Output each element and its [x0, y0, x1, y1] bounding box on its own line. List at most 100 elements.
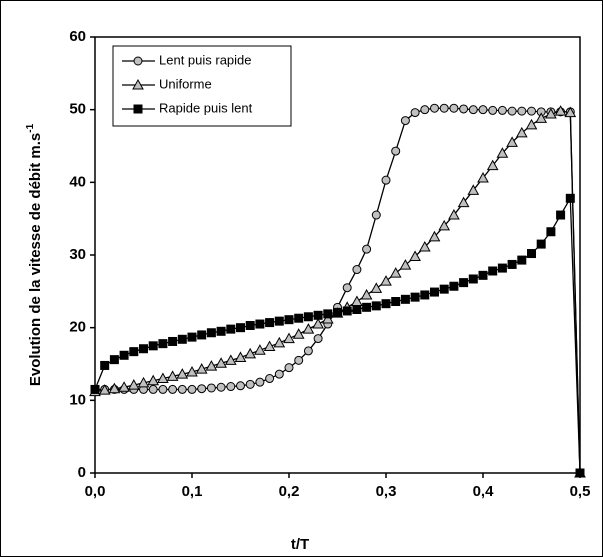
marker	[371, 210, 381, 220]
marker	[234, 351, 247, 362]
legend-label: Uniforme	[159, 76, 212, 91]
marker	[420, 290, 430, 300]
marker	[168, 336, 178, 346]
marker	[168, 384, 178, 394]
marker	[216, 382, 226, 392]
marker	[400, 116, 410, 126]
marker	[187, 384, 197, 394]
marker	[158, 384, 168, 394]
legend-marker	[132, 78, 144, 90]
marker	[197, 384, 207, 394]
legend-label: Rapide puis lent	[159, 100, 253, 115]
marker	[488, 266, 498, 276]
marker	[391, 146, 401, 156]
marker	[459, 104, 469, 114]
marker	[274, 316, 284, 326]
marker	[274, 369, 284, 379]
marker	[108, 382, 121, 394]
marker	[362, 244, 372, 254]
marker	[497, 263, 507, 273]
marker	[177, 384, 187, 394]
marker	[449, 103, 459, 113]
marker	[362, 302, 372, 312]
legend: Lent puis rapide Uniforme Rapide puis lent	[112, 45, 292, 127]
marker	[554, 105, 567, 116]
marker	[478, 105, 488, 115]
marker	[206, 328, 216, 338]
marker	[273, 336, 286, 348]
y-tick-label: 50	[69, 101, 86, 118]
marker	[176, 368, 189, 379]
y-tick-label: 30	[69, 246, 86, 263]
legend-marker	[133, 56, 143, 66]
marker	[517, 255, 527, 265]
marker	[245, 320, 255, 330]
marker	[313, 310, 323, 320]
marker	[506, 136, 518, 147]
marker	[420, 105, 430, 115]
x-axis-label: t/T	[291, 536, 309, 553]
marker	[468, 274, 478, 284]
marker	[197, 330, 207, 340]
marker	[254, 344, 266, 355]
marker	[399, 259, 412, 270]
marker	[157, 372, 169, 384]
marker	[410, 292, 420, 302]
marker	[468, 105, 478, 115]
marker	[439, 103, 449, 113]
marker	[100, 360, 110, 370]
marker	[448, 209, 460, 220]
marker	[370, 282, 383, 293]
marker	[409, 250, 421, 261]
marker	[284, 363, 294, 373]
marker	[236, 323, 245, 333]
marker	[515, 126, 528, 138]
marker	[195, 363, 208, 374]
y-tick-label: 60	[69, 28, 86, 45]
marker	[380, 275, 392, 286]
marker	[467, 184, 480, 195]
marker	[507, 259, 517, 269]
marker	[477, 171, 489, 183]
x-tick-label: 0,1	[182, 483, 203, 500]
marker	[565, 193, 575, 203]
marker	[137, 376, 150, 388]
marker	[323, 309, 333, 319]
marker	[236, 381, 245, 391]
marker	[536, 239, 546, 249]
x-tick-label: 0,2	[279, 483, 300, 500]
marker	[177, 334, 187, 344]
marker	[527, 249, 536, 259]
y-tick-label: 20	[69, 319, 86, 336]
x-tick-label: 0,0	[85, 483, 106, 500]
marker	[226, 382, 236, 392]
x-tick-label: 0,4	[473, 483, 495, 500]
marker	[381, 299, 391, 309]
marker	[352, 305, 362, 314]
marker	[255, 377, 265, 387]
marker	[109, 355, 119, 365]
marker	[302, 323, 315, 334]
marker	[457, 196, 470, 208]
x-tick-label: 0,3	[376, 483, 397, 500]
marker	[265, 374, 275, 384]
marker	[303, 346, 313, 356]
marker	[497, 105, 507, 115]
marker	[517, 106, 527, 116]
marker	[255, 319, 265, 329]
marker	[564, 106, 577, 118]
marker	[284, 315, 294, 325]
y-axis-label: Evolution de la vitesse de débit m.s-1	[25, 123, 44, 386]
marker	[283, 332, 295, 344]
marker	[158, 339, 168, 349]
marker	[525, 118, 538, 130]
marker	[360, 288, 373, 300]
marker	[166, 370, 179, 381]
marker	[139, 344, 148, 354]
marker	[119, 350, 129, 360]
marker	[546, 227, 556, 237]
y-axis-label-text: Evolution de la vitesse de débit m.s	[27, 133, 44, 386]
marker	[496, 147, 509, 158]
y-axis-label-sup: -1	[25, 123, 36, 132]
marker	[391, 297, 401, 307]
